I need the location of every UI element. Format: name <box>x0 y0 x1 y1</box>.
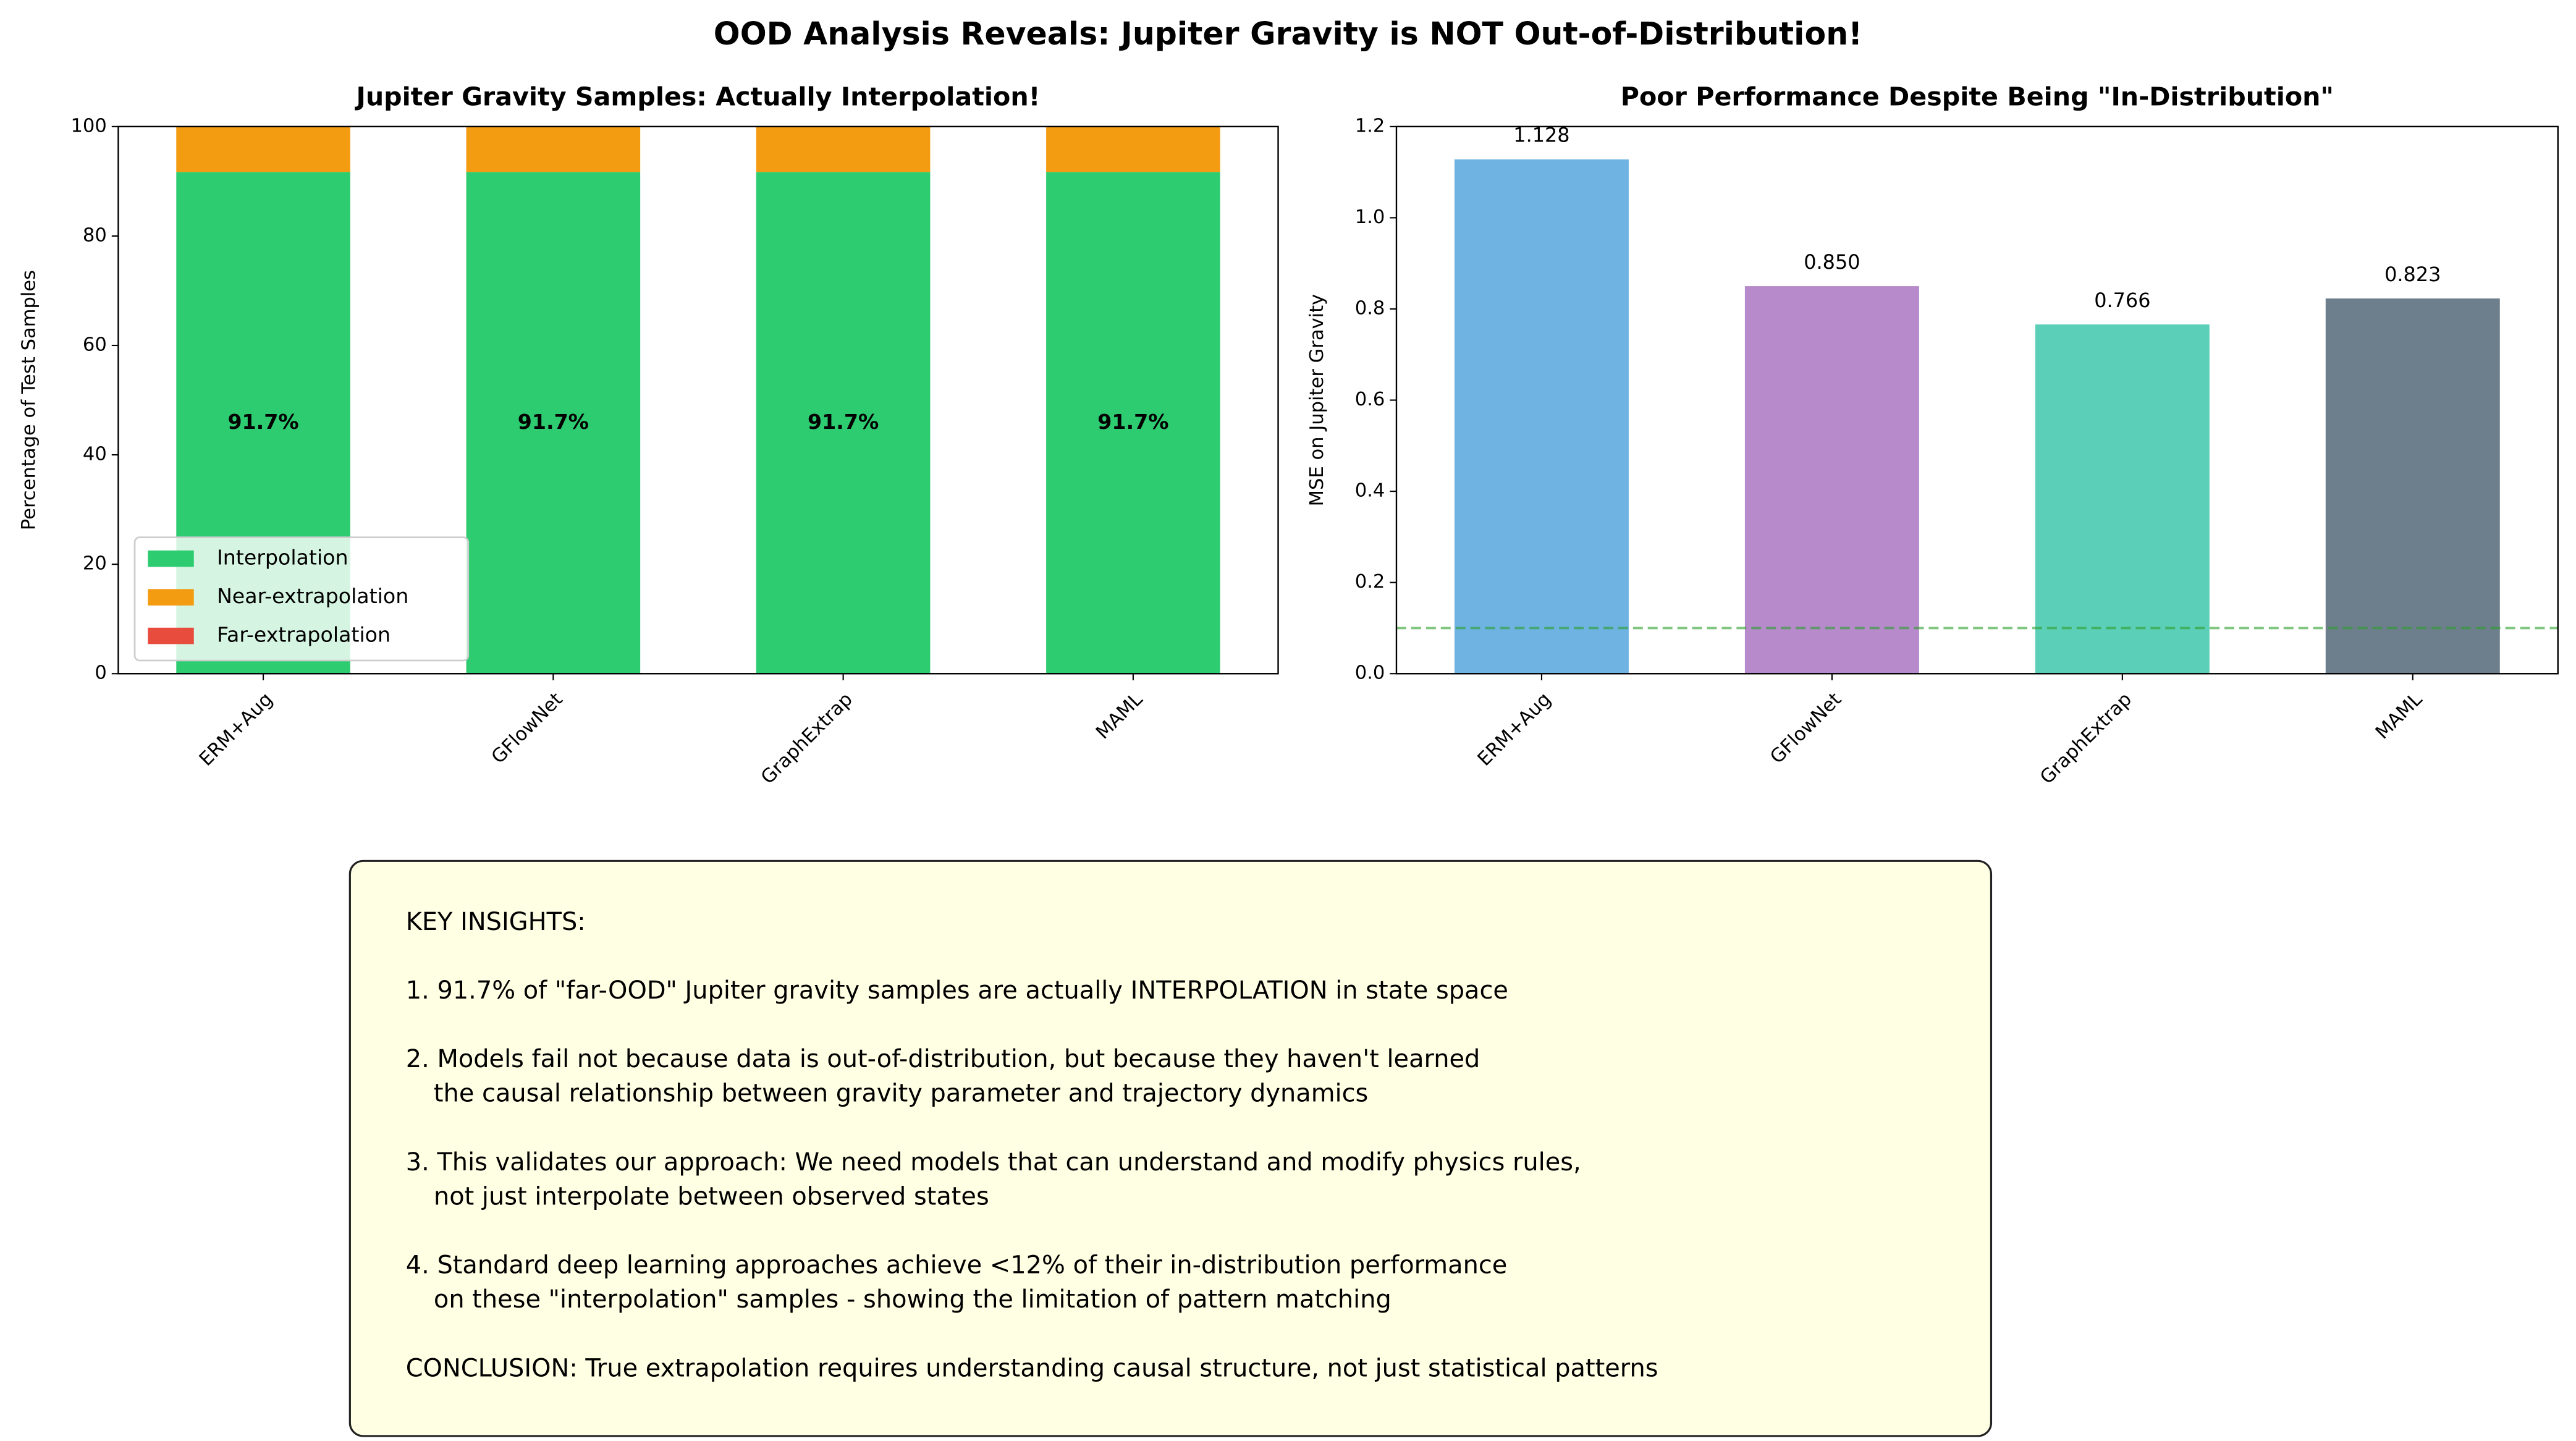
legend-box <box>133 536 470 662</box>
value-label: 91.7% <box>518 410 589 434</box>
axes-frame <box>1395 125 2559 675</box>
value-label: 91.7% <box>808 410 879 434</box>
axes-frame <box>117 125 1279 675</box>
legend-label: Far-extrapolation <box>217 623 391 647</box>
insight-line: not just interpolate between observed st… <box>434 1182 989 1211</box>
legend-label: Interpolation <box>217 546 348 570</box>
y-tick-label: 0 <box>95 662 106 684</box>
insight-line: 3. This validates our approach: We need … <box>406 1148 1581 1177</box>
insights-box <box>348 860 1993 1437</box>
y-tick-label: 1.2 <box>1355 115 1385 137</box>
bar <box>1744 286 1919 674</box>
legend-swatch <box>148 550 194 567</box>
y-tick-label: 100 <box>70 115 106 137</box>
y-tick-label: 0.2 <box>1355 571 1385 593</box>
insight-line: 2. Models fail not because data is out-o… <box>406 1045 1480 1073</box>
insight-line: 4. Standard deep learning approaches ach… <box>406 1251 1508 1280</box>
y-axis-label: MSE on Jupiter Gravity <box>1306 294 1328 507</box>
value-label: 1.128 <box>1513 124 1569 147</box>
value-label: 91.7% <box>1097 410 1168 434</box>
y-tick-label: 80 <box>83 224 107 246</box>
legend-swatch <box>148 627 194 644</box>
bar-segment <box>1046 126 1220 172</box>
bar <box>1454 159 1629 674</box>
value-label: 0.850 <box>1804 250 1860 274</box>
value-label: 0.823 <box>2384 263 2441 286</box>
legend-label: Near-extrapolation <box>217 584 408 608</box>
y-tick-label: 0.6 <box>1355 389 1385 410</box>
insight-line: the causal relationship between gravity … <box>434 1080 1368 1108</box>
insights-conclusion: CONCLUSION: True extrapolation requires … <box>406 1354 1658 1382</box>
y-tick-label: 0.0 <box>1355 662 1385 684</box>
bar-segment <box>756 126 931 172</box>
axes-title: Jupiter Gravity Samples: Actually Interp… <box>355 82 1041 112</box>
value-label: 0.766 <box>2094 289 2150 312</box>
insight-line: 1. 91.7% of "far-OOD" Jupiter gravity sa… <box>406 976 1508 1005</box>
bar-segment <box>466 126 641 172</box>
y-tick-label: 0.8 <box>1355 297 1385 319</box>
y-tick-label: 60 <box>83 334 107 355</box>
insights-heading: KEY INSIGHTS: <box>406 908 586 936</box>
bar-segment <box>466 172 641 674</box>
bar-segment <box>1046 172 1220 674</box>
bar-segment <box>176 126 350 172</box>
y-tick-label: 0.4 <box>1355 480 1385 502</box>
insight-line: on these "interpolation" samples - showi… <box>434 1285 1391 1314</box>
y-tick-label: 1.0 <box>1355 206 1385 228</box>
axes-title: Poor Performance Despite Being "In-Distr… <box>1621 82 2334 112</box>
bar <box>2035 324 2210 674</box>
legend-swatch <box>148 589 194 606</box>
bar-segment <box>756 172 931 674</box>
y-axis-label: Percentage of Test Samples <box>18 270 40 530</box>
y-tick-label: 40 <box>83 444 107 465</box>
value-label: 91.7% <box>227 410 298 434</box>
figure-title: OOD Analysis Reveals: Jupiter Gravity is… <box>714 15 1862 52</box>
y-tick-label: 20 <box>83 553 107 575</box>
bar <box>2325 298 2500 674</box>
